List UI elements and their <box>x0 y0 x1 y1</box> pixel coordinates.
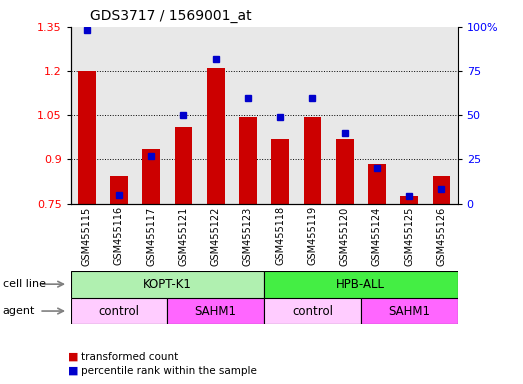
Bar <box>393 27 425 204</box>
Bar <box>175 127 192 204</box>
Bar <box>271 139 289 204</box>
Bar <box>71 27 103 204</box>
Bar <box>361 27 393 204</box>
Bar <box>167 298 264 324</box>
Bar <box>264 271 458 298</box>
Bar <box>78 71 96 204</box>
Bar <box>71 271 264 298</box>
Bar <box>297 27 328 204</box>
Bar <box>110 175 128 204</box>
Bar <box>239 117 257 204</box>
Bar <box>361 298 458 324</box>
Bar <box>135 27 167 204</box>
Text: SAHM1: SAHM1 <box>388 305 430 318</box>
Bar <box>232 27 264 204</box>
Bar <box>368 164 386 204</box>
Bar <box>401 196 418 204</box>
Bar <box>264 298 361 324</box>
Text: transformed count: transformed count <box>81 352 178 362</box>
Bar <box>71 298 167 324</box>
Text: cell line: cell line <box>3 279 46 289</box>
Bar <box>425 27 458 204</box>
Text: control: control <box>98 305 140 318</box>
Text: GDS3717 / 1569001_at: GDS3717 / 1569001_at <box>90 9 252 23</box>
Bar <box>264 27 297 204</box>
Text: agent: agent <box>3 306 35 316</box>
Bar <box>328 27 361 204</box>
Bar <box>336 139 354 204</box>
Text: control: control <box>292 305 333 318</box>
Bar <box>142 149 160 204</box>
Text: ■: ■ <box>68 352 78 362</box>
Bar <box>207 68 224 204</box>
Bar <box>103 27 135 204</box>
Text: KOPT-K1: KOPT-K1 <box>143 278 192 291</box>
Text: ■: ■ <box>68 366 78 376</box>
Bar <box>200 27 232 204</box>
Text: HPB-ALL: HPB-ALL <box>336 278 385 291</box>
Bar <box>433 175 450 204</box>
Text: percentile rank within the sample: percentile rank within the sample <box>81 366 257 376</box>
Bar <box>304 117 321 204</box>
Text: SAHM1: SAHM1 <box>195 305 237 318</box>
Bar <box>167 27 200 204</box>
